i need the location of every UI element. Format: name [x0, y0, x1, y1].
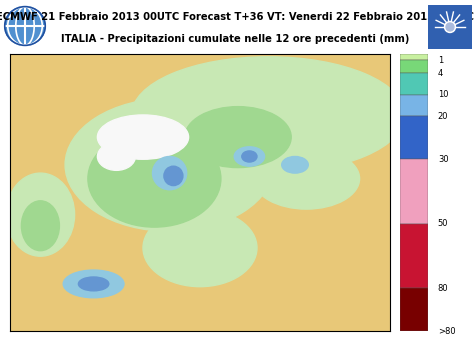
Bar [400, 73, 428, 95]
Ellipse shape [21, 201, 59, 251]
Text: 50: 50 [438, 219, 448, 228]
Bar [400, 224, 428, 288]
Text: >80: >80 [438, 326, 456, 336]
Ellipse shape [234, 147, 264, 166]
Bar [400, 95, 428, 116]
Text: 1: 1 [438, 56, 443, 65]
Text: 30: 30 [438, 155, 448, 164]
Text: 4: 4 [438, 69, 443, 78]
Ellipse shape [6, 173, 74, 256]
Circle shape [445, 21, 456, 32]
Text: 80: 80 [438, 284, 448, 293]
Ellipse shape [253, 148, 360, 209]
Ellipse shape [63, 270, 124, 298]
Ellipse shape [65, 98, 274, 231]
Ellipse shape [88, 130, 221, 227]
Ellipse shape [242, 151, 257, 162]
Circle shape [5, 6, 45, 45]
Ellipse shape [143, 209, 257, 287]
Bar [400, 116, 428, 159]
Circle shape [446, 23, 454, 31]
Bar [400, 288, 428, 331]
Text: ECMWF 21 Febbraio 2013 00UTC Forecast T+36 VT: Venerdi 22 Febbraio 2013 12UTC: ECMWF 21 Febbraio 2013 00UTC Forecast T+… [0, 12, 474, 21]
Ellipse shape [185, 107, 291, 167]
Text: 20: 20 [438, 112, 448, 121]
Text: 10: 10 [438, 90, 448, 99]
Bar [400, 54, 428, 60]
Ellipse shape [97, 143, 136, 170]
Ellipse shape [78, 277, 109, 291]
Ellipse shape [153, 157, 187, 190]
Ellipse shape [132, 57, 405, 173]
Ellipse shape [164, 166, 183, 186]
Ellipse shape [282, 157, 308, 173]
Text: ITALIA - Precipitazioni cumulate nelle 12 ore precedenti (mm): ITALIA - Precipitazioni cumulate nelle 1… [61, 34, 409, 44]
Ellipse shape [97, 115, 189, 159]
Bar [400, 159, 428, 224]
Bar [400, 60, 428, 73]
